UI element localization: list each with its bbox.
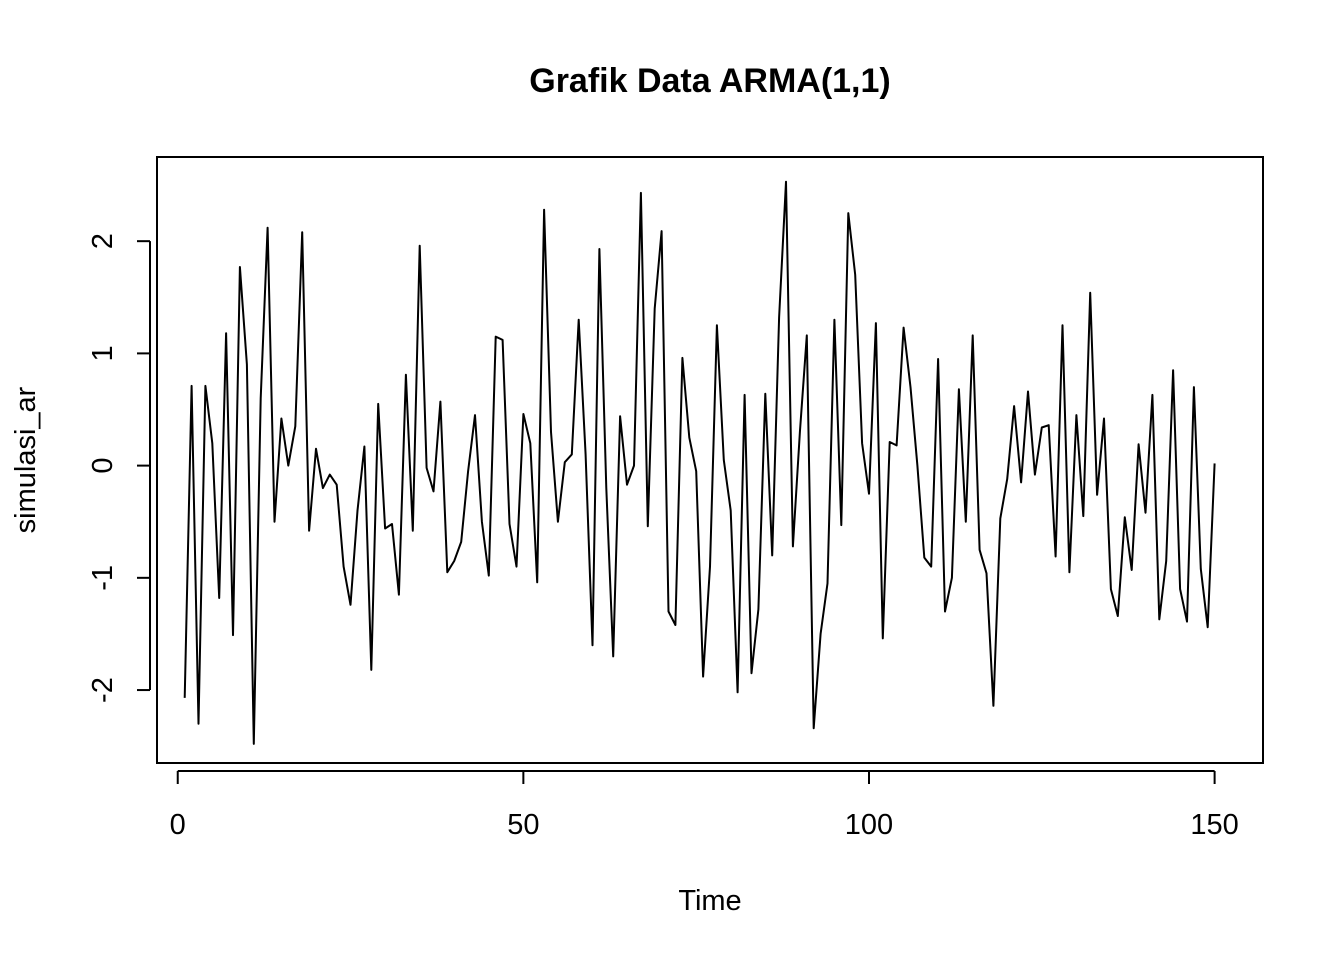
y-tick-label: 2 bbox=[87, 233, 119, 249]
x-tick-label: 0 bbox=[170, 809, 186, 841]
chart-title: Grafik Data ARMA(1,1) bbox=[529, 62, 890, 100]
x-tick-label: 150 bbox=[1190, 809, 1238, 841]
y-axis: -2 -1 0 1 2 bbox=[87, 233, 151, 703]
x-axis-label: Time bbox=[678, 885, 741, 917]
x-axis: 0 50 100 150 bbox=[170, 770, 1239, 841]
y-axis-label: simulasi_ar bbox=[10, 386, 42, 533]
y-tick-label: -2 bbox=[87, 677, 119, 703]
y-tick-label: 0 bbox=[87, 458, 119, 474]
y-tick-label: -1 bbox=[87, 565, 119, 591]
x-tick-label: 50 bbox=[507, 809, 539, 841]
x-tick-label: 100 bbox=[845, 809, 893, 841]
y-tick-label: 1 bbox=[87, 345, 119, 361]
plot-frame bbox=[156, 156, 1264, 764]
series-line bbox=[183, 180, 1216, 745]
